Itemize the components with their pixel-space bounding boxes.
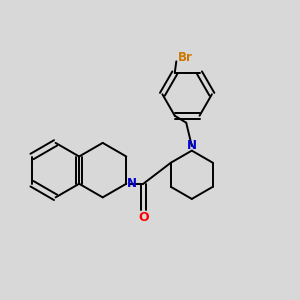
Text: O: O	[138, 211, 148, 224]
Text: Br: Br	[178, 51, 193, 64]
Text: N: N	[187, 139, 197, 152]
Text: N: N	[127, 177, 137, 190]
